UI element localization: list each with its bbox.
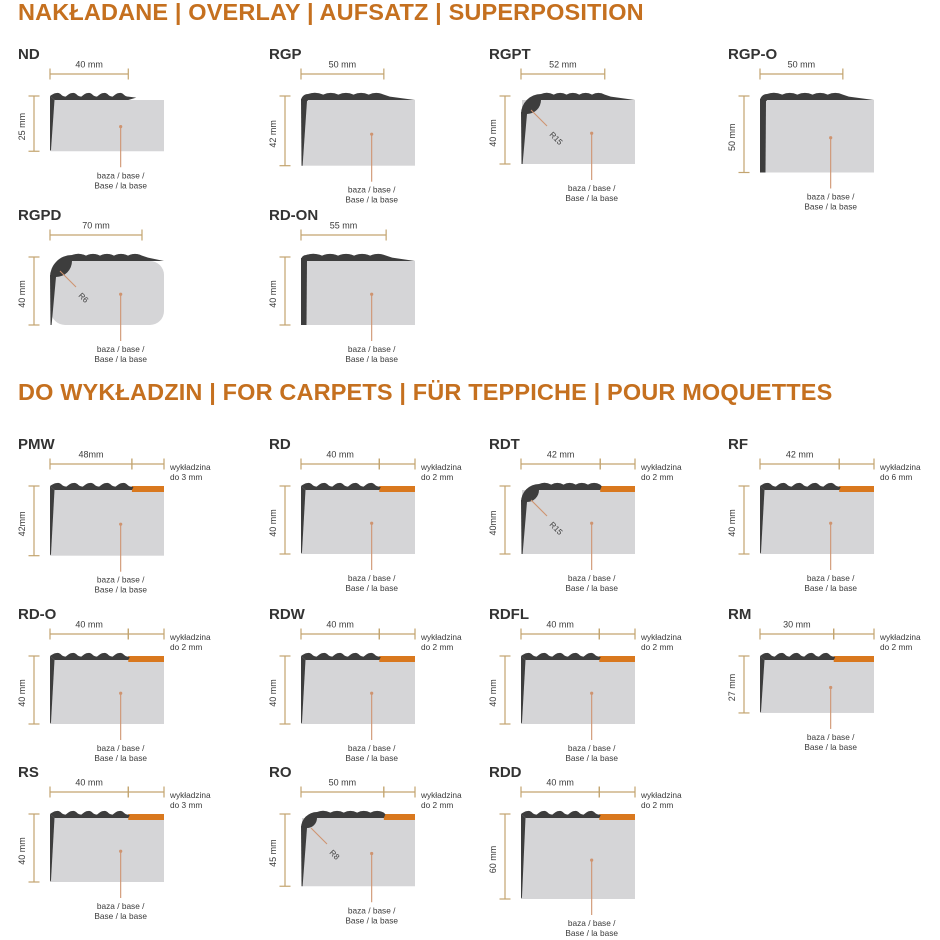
svg-text:do 2 mm: do 2 mm [421,800,453,810]
svg-text:baza / base /: baza / base / [348,905,396,915]
svg-text:wykładzina: wykładzina [169,632,211,642]
svg-text:baza / base /: baza / base / [568,918,616,928]
svg-text:do 2 mm: do 2 mm [641,800,673,810]
svg-text:do 6 mm: do 6 mm [880,472,912,482]
svg-text:Base / la base: Base / la base [804,202,857,212]
svg-text:Base / la base: Base / la base [345,354,398,364]
svg-text:40 mm: 40 mm [268,679,278,707]
svg-text:wykładzina: wykładzina [879,462,921,472]
svg-text:40 mm: 40 mm [75,60,103,70]
svg-text:40 mm: 40 mm [268,509,278,537]
svg-text:do 2 mm: do 2 mm [170,642,202,652]
svg-text:30 mm: 30 mm [783,620,811,630]
svg-text:27 mm: 27 mm [727,674,737,702]
svg-text:42 mm: 42 mm [547,450,575,460]
svg-text:baza / base /: baza / base / [97,344,145,354]
svg-text:do 2 mm: do 2 mm [421,472,453,482]
svg-text:50 mm: 50 mm [329,778,357,788]
svg-text:do 3 mm: do 3 mm [170,472,202,482]
svg-text:wykładzina: wykładzina [640,790,682,800]
svg-text:baza / base /: baza / base / [568,573,616,583]
svg-text:Base / la base: Base / la base [345,753,398,763]
svg-text:baza / base /: baza / base / [348,743,396,753]
svg-text:wykładzina: wykładzina [420,632,462,642]
svg-text:Base / la base: Base / la base [565,193,618,203]
svg-text:baza / base /: baza / base / [807,732,855,742]
svg-text:40 mm: 40 mm [75,620,103,630]
svg-text:Base / la base: Base / la base [94,354,147,364]
svg-text:do 2 mm: do 2 mm [880,642,912,652]
svg-text:40 mm: 40 mm [326,620,354,630]
svg-text:do 2 mm: do 2 mm [641,472,673,482]
svg-text:70 mm: 70 mm [82,221,110,231]
svg-text:baza / base /: baza / base / [568,743,616,753]
svg-text:40 mm: 40 mm [488,679,498,707]
svg-text:wykładzina: wykładzina [640,462,682,472]
svg-text:40 mm: 40 mm [546,778,574,788]
svg-text:do 3 mm: do 3 mm [170,800,202,810]
svg-text:wykładzina: wykładzina [169,790,211,800]
svg-text:do 2 mm: do 2 mm [641,642,673,652]
svg-text:wykładzina: wykładzina [640,632,682,642]
svg-text:40 mm: 40 mm [17,679,27,707]
svg-text:40 mm: 40 mm [268,280,278,308]
svg-text:42 mm: 42 mm [268,120,278,148]
svg-text:do 2 mm: do 2 mm [421,642,453,652]
svg-text:60 mm: 60 mm [488,846,498,874]
svg-text:baza / base /: baza / base / [97,170,145,180]
svg-text:wykładzina: wykładzina [420,462,462,472]
svg-text:Base / la base: Base / la base [94,180,147,190]
svg-text:42mm: 42mm [17,511,27,536]
svg-text:baza / base /: baza / base / [348,185,396,195]
svg-text:wykładzina: wykładzina [169,462,211,472]
svg-text:wykładzina: wykładzina [420,790,462,800]
svg-text:baza / base /: baza / base / [807,573,855,583]
svg-text:40 mm: 40 mm [727,509,737,537]
svg-text:40mm: 40mm [488,510,498,535]
svg-text:Base / la base: Base / la base [804,742,857,752]
svg-text:50 mm: 50 mm [788,60,816,70]
svg-text:Base / la base: Base / la base [345,195,398,205]
svg-text:baza / base /: baza / base / [348,573,396,583]
svg-text:Base / la base: Base / la base [345,583,398,593]
svg-text:baza / base /: baza / base / [97,901,145,911]
svg-text:50 mm: 50 mm [329,60,357,70]
svg-text:40 mm: 40 mm [488,119,498,147]
svg-text:baza / base /: baza / base / [807,192,855,202]
svg-text:40 mm: 40 mm [546,620,574,630]
svg-text:45 mm: 45 mm [268,839,278,867]
svg-text:Base / la base: Base / la base [94,911,147,921]
svg-text:40 mm: 40 mm [326,450,354,460]
svg-text:Base / la base: Base / la base [565,583,618,593]
svg-text:Base / la base: Base / la base [804,583,857,593]
svg-text:Base / la base: Base / la base [94,585,147,595]
svg-text:52 mm: 52 mm [549,60,577,70]
svg-text:40 mm: 40 mm [17,280,27,308]
svg-text:Base / la base: Base / la base [565,928,618,938]
svg-text:baza / base /: baza / base / [348,344,396,354]
svg-text:Base / la base: Base / la base [94,753,147,763]
svg-text:baza / base /: baza / base / [97,575,145,585]
svg-text:baza / base /: baza / base / [568,183,616,193]
svg-text:40 mm: 40 mm [17,837,27,865]
svg-text:Base / la base: Base / la base [565,753,618,763]
svg-text:55 mm: 55 mm [330,221,358,231]
svg-text:baza / base /: baza / base / [97,743,145,753]
svg-text:42 mm: 42 mm [786,450,814,460]
svg-text:Base / la base: Base / la base [345,915,398,925]
svg-text:48mm: 48mm [78,450,103,460]
svg-text:40 mm: 40 mm [75,778,103,788]
svg-text:25 mm: 25 mm [17,113,27,141]
svg-text:50 mm: 50 mm [727,123,737,151]
svg-text:wykładzina: wykładzina [879,632,921,642]
